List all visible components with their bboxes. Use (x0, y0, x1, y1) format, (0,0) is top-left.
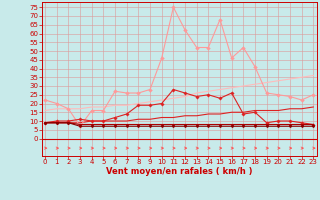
X-axis label: Vent moyen/en rafales ( km/h ): Vent moyen/en rafales ( km/h ) (106, 167, 252, 176)
